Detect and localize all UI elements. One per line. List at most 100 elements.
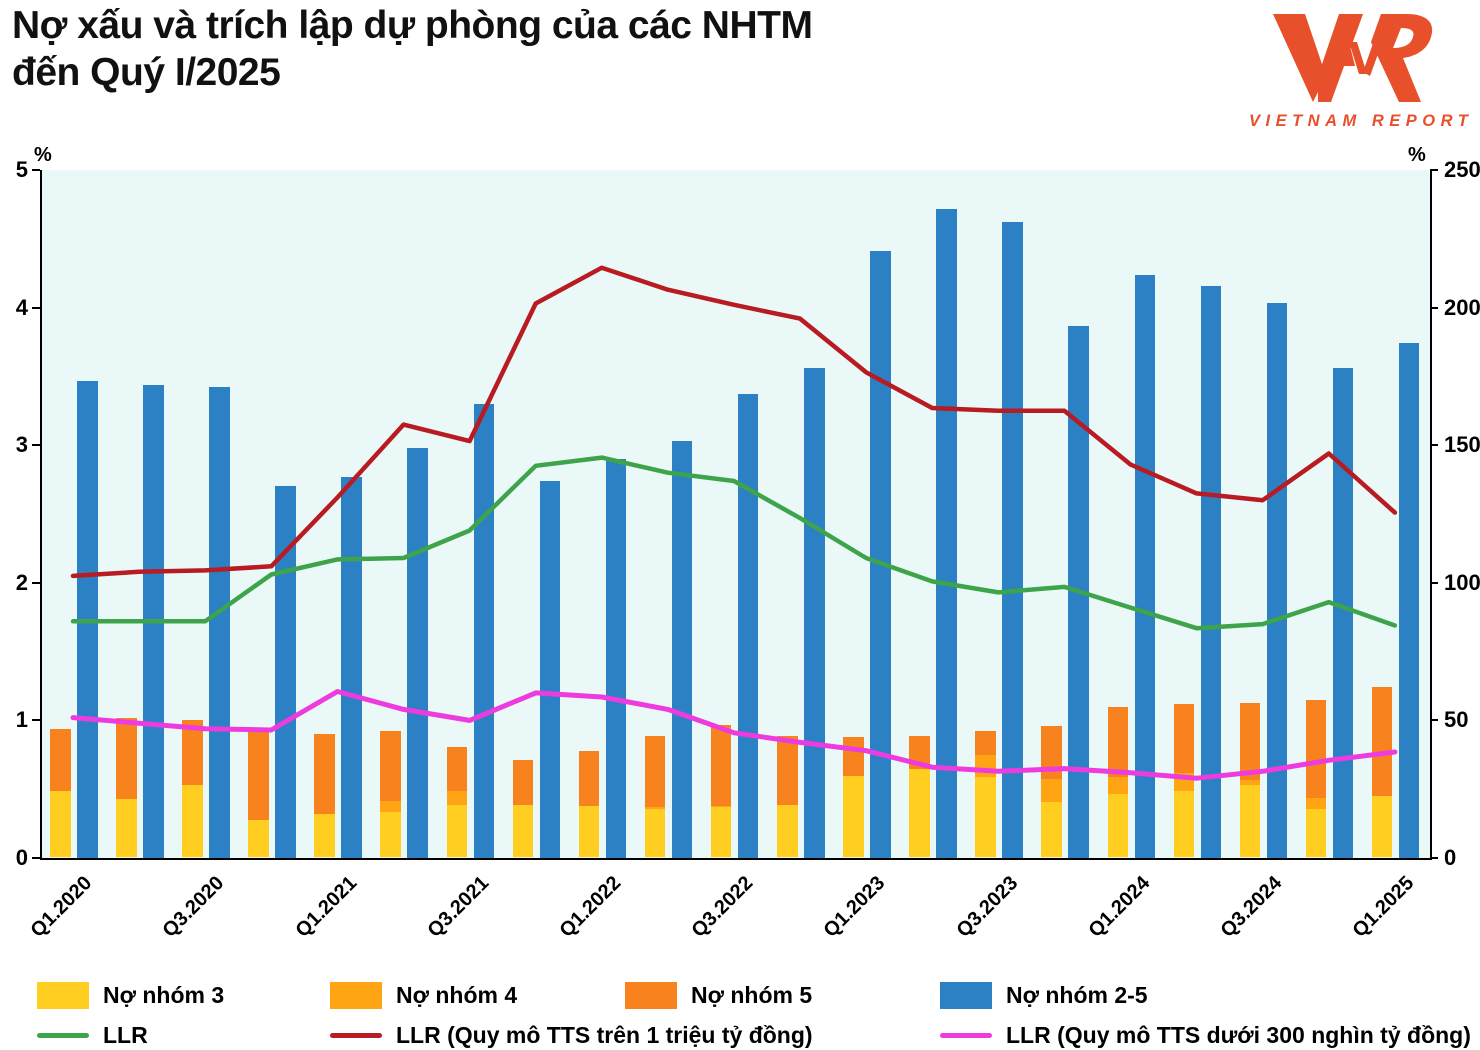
- stacked-bar-Q3.2023: [975, 550, 996, 858]
- segment-nợ-nhóm-3: [909, 768, 930, 858]
- segment-nợ-nhóm-3: [182, 785, 203, 858]
- legend-item-llr-large-banks: LLR (Quy mô TTS trên 1 triệu tỷ đồng): [330, 1020, 813, 1050]
- segment-nợ-nhóm-3: [1371, 796, 1393, 858]
- legend-item-nợ-nhóm-5: Nợ nhóm 5: [625, 980, 812, 1010]
- legend-label: LLR (Quy mô TTS trên 1 triệu tỷ đồng): [396, 1021, 813, 1048]
- right-axis-tick: [1430, 581, 1438, 584]
- right-axis-tick: [1430, 444, 1438, 447]
- right-axis-tick-label: 200: [1444, 294, 1480, 320]
- bar-no-nhom-2-5-Q4.2020: [275, 486, 296, 858]
- legend-item-nợ-nhóm-3: Nợ nhóm 3: [37, 980, 224, 1010]
- x-axis-label-Q3.2024: Q3.2024: [1216, 872, 1287, 942]
- bar-no-nhom-2-5-Q4.2024: [1332, 368, 1354, 858]
- stacked-bar-Q1.2024: [1107, 564, 1129, 858]
- legend-line-swatch-icon: [940, 1032, 992, 1038]
- bar-no-nhom-2-5-Q1.2023: [870, 251, 891, 858]
- svg-text:VIETNAM REPORT: VIETNAM REPORT: [1249, 112, 1473, 130]
- x-axis-label-Q1.2024: Q1.2024: [1084, 872, 1155, 942]
- bar-no-nhom-2-5-Q1.2025: [1398, 343, 1420, 858]
- bar-no-nhom-2-5-Q2.2021: [407, 447, 428, 858]
- x-axis-label-Q1.2023: Q1.2023: [819, 872, 890, 942]
- segment-nợ-nhóm-3: [50, 790, 71, 858]
- stacked-bar-Q2.2024: [1173, 554, 1195, 858]
- right-axis-tick: [1430, 169, 1438, 171]
- legend-swatch-icon: [37, 981, 89, 1009]
- x-axis-label-Q3.2020: Q3.2020: [158, 872, 229, 942]
- bar-no-nhom-2-5-Q1.2020: [77, 380, 98, 858]
- x-axis-label-Q3.2023: Q3.2023: [952, 872, 1022, 942]
- stacked-bar-Q4.2023: [1041, 592, 1062, 858]
- segment-nợ-nhóm-3: [248, 819, 269, 858]
- bar-no-nhom-2-5-Q1.2021: [341, 476, 362, 858]
- stacked-bar-Q1.2021: [314, 656, 335, 858]
- legend-label: LLR (Quy mô TTS dưới 300 nghìn tỷ đồng): [1006, 1021, 1471, 1048]
- legend-label: Nợ nhóm 4: [396, 981, 518, 1008]
- legend-swatch-icon: [940, 981, 992, 1009]
- left-axis-tick-label: 0: [15, 845, 28, 870]
- legend-line-swatch-icon: [37, 1032, 89, 1038]
- bar-no-nhom-2-5-Q3.2023: [1002, 222, 1023, 858]
- stacked-bar-Q3.2021: [446, 628, 468, 858]
- segment-nợ-nhóm-3: [578, 806, 600, 858]
- stacked-bar-Q3.2020: [182, 599, 203, 858]
- segment-nợ-nhóm-3: [512, 804, 534, 858]
- x-axis-label-Q3.2022: Q3.2022: [687, 872, 758, 942]
- legend-item-llr: LLR: [37, 1020, 148, 1050]
- x-axis-label-Q1.2020: Q1.2020: [26, 872, 97, 942]
- left-axis-tick: [32, 857, 40, 859]
- legend-item-nợ-nhóm-4: Nợ nhóm 4: [330, 980, 517, 1010]
- bar-no-nhom-2-5-Q3.2020: [209, 387, 230, 858]
- legend-swatch-icon: [330, 981, 382, 1009]
- right-axis-tick: [1430, 719, 1438, 722]
- left-axis-tick: [32, 444, 40, 447]
- legend-label: LLR: [103, 1021, 148, 1048]
- chart-title-line1: Nợ xấu và trích lập dự phòng của các NHT…: [12, 4, 813, 47]
- right-axis-unit: %: [1408, 144, 1426, 166]
- legend-line-swatch-icon: [330, 1032, 382, 1038]
- legend-label: Nợ nhóm 3: [103, 981, 225, 1008]
- left-axis-tick: [32, 581, 40, 584]
- bar-no-nhom-2-5-Q2.2022: [671, 441, 693, 858]
- bar-no-nhom-2-5-Q3.2024: [1266, 303, 1288, 858]
- bar-no-nhom-2-5-Q4.2023: [1068, 325, 1089, 858]
- segment-nợ-nhóm-3: [1239, 785, 1261, 858]
- segment-nợ-nhóm-3: [1041, 801, 1062, 858]
- left-axis-tick-label: 4: [15, 294, 28, 320]
- segment-nợ-nhóm-3: [777, 804, 798, 858]
- bar-no-nhom-2-5-Q3.2021: [473, 403, 495, 858]
- right-axis-tick-label: 0: [1444, 845, 1457, 870]
- left-axis-tick: [32, 719, 40, 722]
- chart-title-line2: đến Quý I/2025: [12, 51, 281, 94]
- bar-no-nhom-2-5-Q3.2022: [737, 394, 759, 858]
- legend-swatch-icon: [625, 981, 677, 1009]
- left-axis-unit: %: [34, 144, 52, 166]
- legend-label: Nợ nhóm 5: [691, 981, 813, 1008]
- right-axis-tick-label: 50: [1444, 707, 1469, 733]
- left-axis-tick-label: 5: [15, 157, 28, 182]
- segment-nợ-nhóm-3: [116, 799, 137, 858]
- bar-no-nhom-2-5-Q2.2023: [936, 208, 957, 858]
- right-axis-tick-label: 100: [1444, 569, 1480, 595]
- right-axis-tick-label: 150: [1444, 432, 1480, 458]
- stacked-bar-Q3.2024: [1239, 554, 1261, 858]
- stacked-bar-Q2.2022: [644, 638, 666, 858]
- x-axis-label-Q3.2021: Q3.2021: [423, 872, 494, 942]
- stacked-bar-Q4.2024: [1305, 592, 1327, 858]
- bar-no-nhom-2-5-Q2.2024: [1200, 285, 1222, 858]
- x-axis-label-Q1.2022: Q1.2022: [555, 872, 626, 942]
- vnr-logo-icon: VIETNAM REPORT: [1249, 14, 1473, 130]
- segment-nợ-nhóm-3: [446, 804, 468, 858]
- right-axis-tick: [1430, 306, 1438, 309]
- bar-no-nhom-2-5-Q4.2022: [804, 368, 825, 858]
- legend-label: Nợ nhóm 2-5: [1006, 981, 1148, 1008]
- segment-nợ-nhóm-3: [314, 814, 335, 858]
- left-axis-tick-label: 2: [15, 569, 28, 595]
- left-axis-tick: [32, 169, 40, 171]
- stacked-bar-Q3.2022: [710, 624, 732, 858]
- bar-no-nhom-2-5-Q2.2020: [143, 384, 164, 858]
- right-axis-tick: [1430, 857, 1438, 859]
- vietnam-report-logo: VIETNAM REPORT: [1243, 4, 1473, 139]
- stacked-bar-Q1.2025: [1371, 566, 1393, 858]
- left-axis-tick: [32, 306, 40, 309]
- legend-item-llr-small-banks: LLR (Quy mô TTS dưới 300 nghìn tỷ đồng): [940, 1020, 1471, 1050]
